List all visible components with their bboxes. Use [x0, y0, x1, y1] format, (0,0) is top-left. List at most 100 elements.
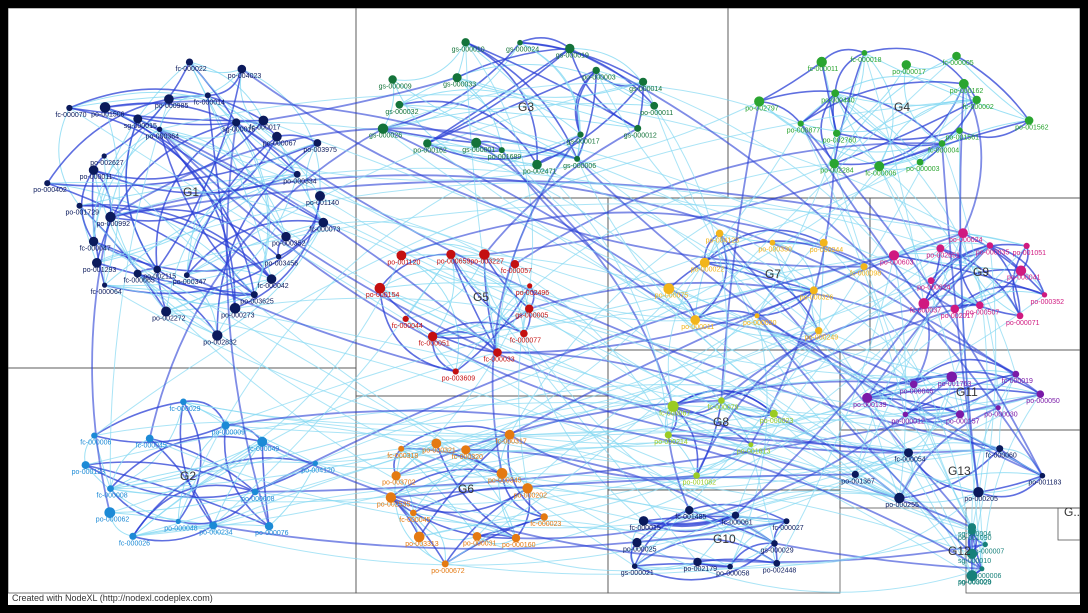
node-po-002535[interactable]	[385, 492, 397, 503]
node-po-002627[interactable]	[101, 153, 107, 159]
node-fc-000026[interactable]	[129, 532, 137, 540]
node-po-000025[interactable]	[632, 537, 642, 548]
node-sg-000007[interactable]	[982, 541, 988, 548]
node-fc-000006[interactable]	[874, 161, 885, 172]
node-po-004120[interactable]	[312, 460, 318, 466]
node-fc-000019[interactable]	[1012, 370, 1020, 378]
node-sg-000016[interactable]	[232, 118, 241, 127]
node-gs-000019[interactable]	[565, 43, 575, 54]
node-po-001293[interactable]	[92, 258, 102, 268]
node-po-003609[interactable]	[452, 368, 459, 375]
node-sg-000015[interactable]	[133, 114, 143, 124]
node-fc-000044[interactable]	[402, 315, 409, 322]
node-po-003227[interactable]	[479, 249, 490, 260]
node-po-000672[interactable]	[441, 560, 449, 568]
node-fc-000027[interactable]	[783, 518, 790, 525]
node-po-003625[interactable]	[250, 291, 258, 299]
node-po-004123[interactable]	[715, 229, 724, 238]
node-fc-000017[interactable]	[258, 115, 269, 126]
node-fc-000060[interactable]	[996, 445, 1004, 453]
node-po-000003[interactable]	[592, 66, 600, 75]
node-po-000009[interactable]	[221, 421, 230, 430]
node-po-000157[interactable]	[955, 410, 965, 419]
node-po-004023[interactable]	[237, 64, 247, 74]
node-fc-000318[interactable]	[398, 445, 405, 452]
node-po-002832[interactable]	[212, 330, 223, 341]
node-fc-000054[interactable]	[904, 448, 913, 458]
node-po-001183[interactable]	[1039, 472, 1046, 479]
node-po-000075[interactable]	[663, 283, 675, 295]
node-po-002797[interactable]	[754, 96, 765, 107]
node-fc-000008[interactable]	[107, 485, 114, 492]
node-gs-000006[interactable]	[574, 155, 581, 162]
node-po-003456[interactable]	[275, 253, 282, 260]
node-fc-000077[interactable]	[520, 329, 528, 338]
node-po-000020[interactable]	[754, 313, 760, 319]
node-fc-000005[interactable]	[952, 51, 961, 61]
node-po-000824[interactable]	[927, 277, 935, 285]
node-po-001082[interactable]	[693, 472, 700, 479]
node-fc-000011[interactable]	[816, 56, 827, 68]
node-fc-000070[interactable]	[66, 104, 73, 112]
node-fc-000029[interactable]	[180, 398, 187, 406]
node-po-000154[interactable]	[374, 282, 386, 294]
node-po-000992[interactable]	[105, 211, 116, 223]
node-sg-000010[interactable]	[966, 548, 978, 559]
node-gs-000010[interactable]	[461, 38, 470, 47]
node-po-000326[interactable]	[809, 286, 818, 295]
node-fc-000051[interactable]	[427, 331, 438, 342]
node-po-000330[interactable]	[769, 239, 776, 246]
node-po-002179[interactable]	[693, 557, 702, 567]
node-po-000023[interactable]	[769, 409, 778, 418]
node-po-000011[interactable]	[690, 315, 700, 325]
node-po-000076[interactable]	[264, 522, 274, 531]
node-po-001140[interactable]	[315, 191, 325, 201]
node-po-000030[interactable]	[995, 405, 1001, 411]
node-po-001562[interactable]	[1024, 116, 1034, 125]
node-fc-000049[interactable]	[257, 436, 268, 447]
node-po-000507[interactable]	[976, 301, 984, 310]
node-po-002448[interactable]	[773, 559, 781, 567]
node-po-000006[interactable]	[979, 566, 985, 572]
node-po-001561[interactable]	[956, 127, 963, 134]
node-gs-000024[interactable]	[517, 39, 523, 46]
node-po-003975[interactable]	[313, 139, 322, 147]
node-po-000273[interactable]	[229, 303, 241, 314]
node-fc-000073[interactable]	[318, 217, 329, 228]
node-po-001763[interactable]	[946, 371, 958, 383]
node-gs-000029[interactable]	[771, 540, 778, 547]
node-fc-000098[interactable]	[860, 263, 868, 271]
node-po-000031[interactable]	[472, 532, 482, 541]
node-po-000321[interactable]	[431, 438, 442, 449]
node-po-000024[interactable]	[958, 228, 968, 239]
node-gs-000001[interactable]	[471, 137, 482, 148]
node-po-000160[interactable]	[511, 533, 521, 543]
node-po-000234[interactable]	[209, 521, 218, 530]
node-fc-000014[interactable]	[204, 92, 211, 99]
node-sg-000009[interactable]	[967, 570, 977, 580]
node-fc-000018[interactable]	[861, 50, 868, 56]
node-po-000003[interactable]	[916, 158, 924, 166]
node-po-002284[interactable]	[829, 158, 839, 169]
node-gs-000021[interactable]	[631, 563, 638, 569]
node-po-000646[interactable]	[909, 380, 918, 389]
node-po-000123[interactable]	[81, 461, 90, 470]
node-fc-000061[interactable]	[731, 511, 740, 519]
node-gs-000026[interactable]	[377, 123, 389, 134]
node-po-000352[interactable]	[281, 231, 291, 242]
node-po-000050[interactable]	[1036, 390, 1045, 399]
node-fc-000057[interactable]	[510, 260, 520, 269]
node-po-000035[interactable]	[986, 242, 994, 249]
node-fc-000320[interactable]	[461, 445, 471, 455]
node-po-000244[interactable]	[819, 238, 828, 247]
node-po-001813[interactable]	[748, 442, 754, 448]
node-po-000022[interactable]	[699, 257, 710, 268]
node-po-003702[interactable]	[391, 471, 401, 481]
node-fc-000006[interactable]	[91, 432, 98, 439]
node-po-000067[interactable]	[272, 131, 282, 142]
node-po-002017[interactable]	[950, 304, 960, 314]
node-gs-000009[interactable]	[388, 75, 397, 84]
node-po-000162[interactable]	[423, 139, 432, 148]
node-po-003313[interactable]	[413, 531, 425, 543]
node-po-001090[interactable]	[968, 526, 976, 535]
